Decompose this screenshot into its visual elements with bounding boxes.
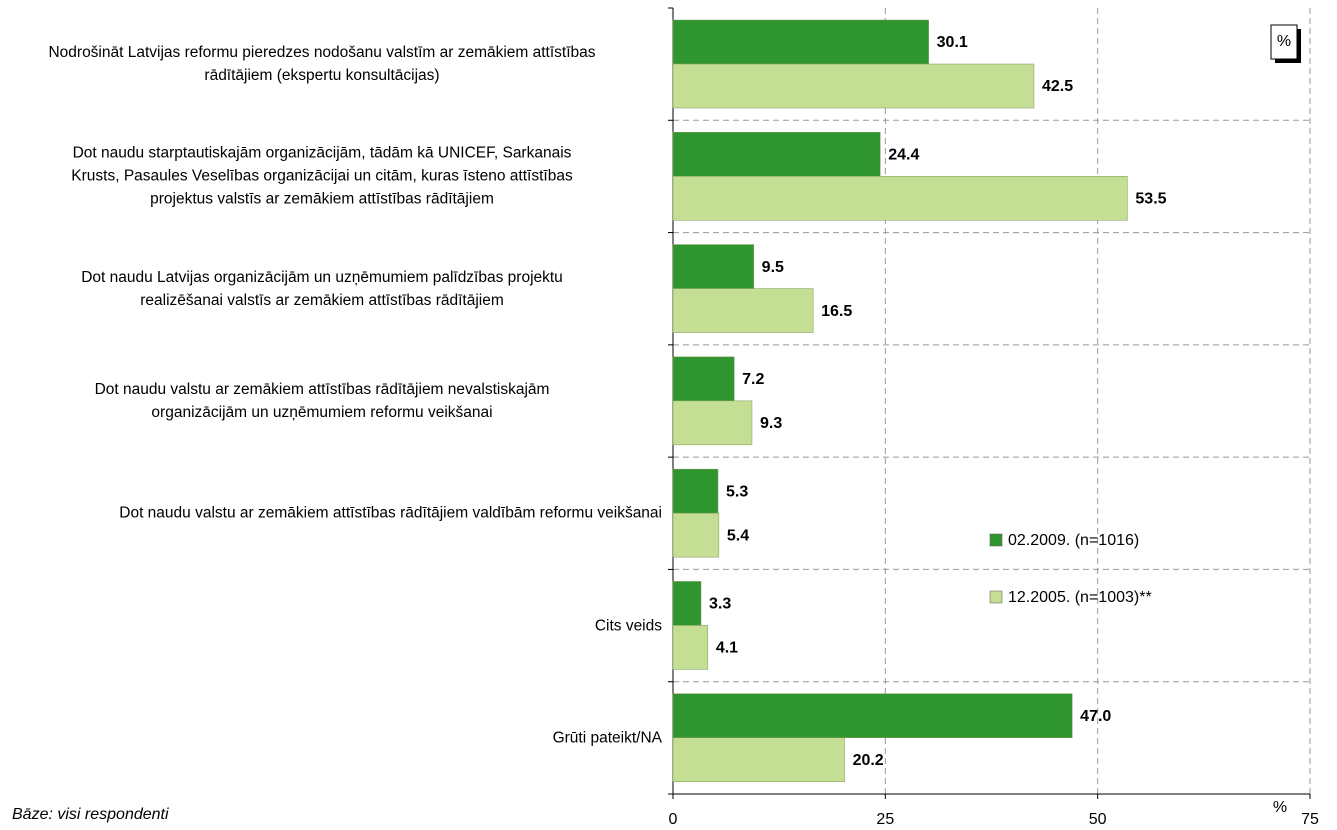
value-label: 5.4 [727, 527, 749, 544]
x-unit: % [1273, 799, 1287, 816]
value-label: 4.1 [716, 640, 738, 657]
bar [672, 693, 1073, 738]
legend-swatch [989, 590, 1003, 604]
x-tick-label: 75 [1301, 811, 1319, 828]
legend-swatch [989, 533, 1003, 547]
value-label: 7.2 [742, 371, 764, 388]
bar [672, 19, 929, 65]
category-label: Nodrošināt Latvijas reformu pieredzes no… [48, 44, 596, 85]
value-label: 16.5 [821, 303, 852, 320]
legend-label: 02.2009. (n=1016) [1008, 532, 1139, 549]
bar [672, 400, 753, 446]
value-label: 9.3 [760, 415, 782, 432]
value-label: 24.4 [888, 147, 919, 164]
bar [672, 63, 1035, 109]
category-label: Dot naudu starptautiskajām organizācijām… [71, 144, 573, 208]
unit-box [1270, 24, 1298, 60]
value-label: 3.3 [709, 596, 731, 613]
bar [672, 244, 754, 289]
category-label: Dot naudu valstu ar zemākiem attīstības … [119, 504, 662, 522]
value-label: 5.3 [726, 483, 748, 500]
category-label: Dot naudu Latvijas organizācijām un uzņē… [81, 268, 563, 309]
bar [672, 625, 709, 670]
unit-box-label: % [1277, 33, 1291, 50]
value-label: 20.2 [853, 752, 884, 769]
bar [672, 737, 845, 782]
bar [672, 512, 720, 558]
bar [672, 132, 881, 177]
x-tick-label: 0 [669, 811, 678, 828]
bar [672, 356, 735, 402]
footnote: Bāze: visi respondenti [12, 806, 169, 823]
value-label: 47.0 [1080, 708, 1111, 725]
bar [672, 468, 719, 514]
bar [672, 581, 702, 626]
bar [672, 288, 814, 333]
bar [672, 176, 1128, 221]
x-tick-label: 25 [876, 811, 894, 828]
value-label: 42.5 [1042, 78, 1073, 95]
value-label: 53.5 [1135, 191, 1166, 208]
x-tick-label: 50 [1089, 811, 1107, 828]
value-label: 9.5 [762, 259, 784, 276]
value-label: 30.1 [937, 34, 968, 51]
legend-label: 12.2005. (n=1003)** [1008, 589, 1152, 606]
category-label: Grūti pateikt/NA [552, 729, 662, 747]
category-label: Dot naudu valstu ar zemākiem attīstības … [94, 381, 550, 421]
category-label: Cits veids [594, 617, 662, 635]
